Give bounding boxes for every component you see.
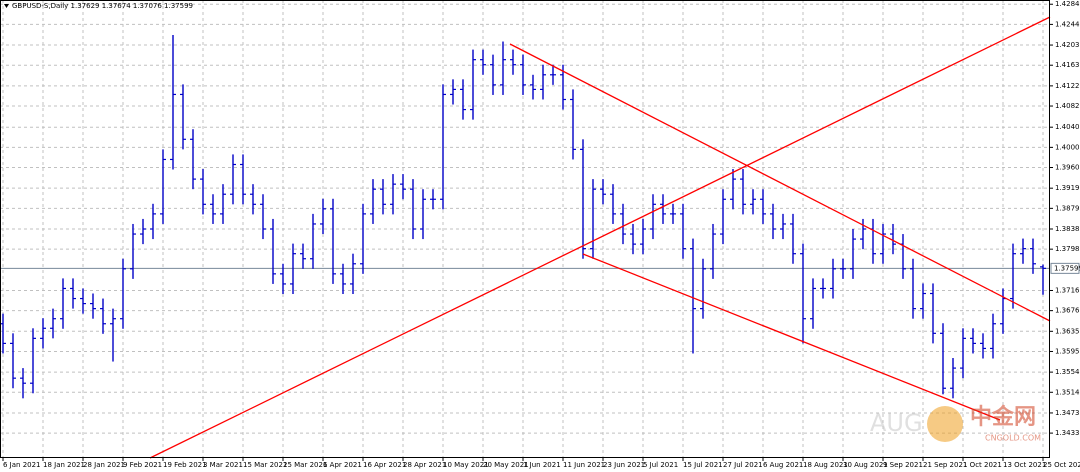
- x-tick-label: 30 Aug 2021: [843, 461, 888, 469]
- trendline: [149, 16, 1051, 459]
- x-tick-label: 6 Jan 2021: [3, 461, 41, 469]
- menu-icon[interactable]: [4, 4, 9, 8]
- x-tick-label: 28 Apr 2021: [403, 461, 446, 469]
- x-tick-label: 16 Apr 2021: [363, 461, 406, 469]
- x-tick-label: 1 Jun 2021: [523, 461, 561, 469]
- x-tick-label: 11 Jun 2021: [563, 461, 605, 469]
- y-tick-label: 1.38790: [1055, 204, 1080, 212]
- x-tick-label: 15 Mar 2021: [243, 461, 287, 469]
- y-tick-label: 1.41220: [1055, 82, 1080, 90]
- y-tick-label: 1.38380: [1055, 225, 1080, 233]
- grid: [0, 0, 1050, 458]
- x-tick-label: 21 Sep 2021: [923, 461, 967, 469]
- x-tick-label: 18 Aug 2021: [803, 461, 848, 469]
- y-tick-label: 1.37980: [1055, 245, 1080, 253]
- watermark-logo: [927, 406, 963, 442]
- y-tick-label: 1.39190: [1055, 184, 1080, 192]
- y-tick-label: 1.36760: [1055, 307, 1080, 315]
- x-tick-label: 13 Oct 2021: [1003, 461, 1046, 469]
- y-tick-label: 1.42840: [1055, 0, 1080, 8]
- y-tick-label: 1.39600: [1055, 164, 1080, 172]
- y-tick-label: 1.40820: [1055, 102, 1080, 110]
- x-tick-label: 25 Oct 2021: [1043, 461, 1080, 469]
- watermark-text: 中金网: [970, 404, 1036, 430]
- x-tick-label: 9 Sep 2021: [883, 461, 923, 469]
- x-tick-label: 6 Apr 2021: [323, 461, 362, 469]
- y-tick-label: 1.41630: [1055, 61, 1080, 69]
- y-tick-label: 1.40000: [1055, 143, 1080, 151]
- x-tick-label: 1 Oct 2021: [963, 461, 1002, 469]
- x-tick-label: 20 May 2021: [483, 461, 529, 469]
- y-tick-label: 1.42030: [1055, 41, 1080, 49]
- y-tick-label: 1.42440: [1055, 20, 1080, 28]
- watermark-text: AUG: [870, 409, 923, 437]
- trendlines: [149, 16, 1051, 459]
- watermark-text: CNGOLD.COM: [985, 434, 1041, 443]
- y-tick-label: 1.35950: [1055, 347, 1080, 355]
- trendline: [582, 253, 1001, 421]
- current-price-label: 1.37599: [1054, 264, 1080, 272]
- y-tick-label: 1.34330: [1055, 429, 1080, 437]
- y-tick-label: 1.35140: [1055, 388, 1080, 396]
- plot-frame: [0, 0, 1050, 458]
- y-tick-label: 1.40400: [1055, 123, 1080, 131]
- x-tick-label: 18 Jan 2021: [43, 461, 85, 469]
- x-tick-label: 9 Feb 2021: [123, 461, 162, 469]
- x-tick-label: 10 May 2021: [443, 461, 489, 469]
- x-tick-label: 3 Mar 2021: [203, 461, 243, 469]
- y-tick-label: 1.36350: [1055, 327, 1080, 335]
- y-tick-label: 1.35540: [1055, 368, 1080, 376]
- x-tick-label: 23 Jun 2021: [603, 461, 645, 469]
- current-price-box: [1050, 262, 1080, 274]
- trendline: [509, 43, 1051, 322]
- y-tick-label: 1.34730: [1055, 409, 1080, 417]
- x-tick-label: 27 Jul 2021: [723, 461, 763, 469]
- x-tick-label: 5 Jul 2021: [643, 461, 678, 469]
- x-tick-label: 25 Mar 2021: [283, 461, 327, 469]
- chart-title: GBPUSD-S,Daily 1.37629 1.37674 1.37076 1…: [12, 2, 193, 10]
- x-tick-label: 6 Aug 2021: [763, 461, 803, 469]
- x-tick-label: 15 Jul 2021: [683, 461, 723, 469]
- bars: [0, 34, 1046, 399]
- x-tick-label: 19 Feb 2021: [163, 461, 207, 469]
- y-tick-label: 1.37160: [1055, 286, 1080, 294]
- x-tick-label: 28 Jan 2021: [83, 461, 125, 469]
- watermark: AUG 中金网 CNGOLD.COM: [870, 404, 1041, 443]
